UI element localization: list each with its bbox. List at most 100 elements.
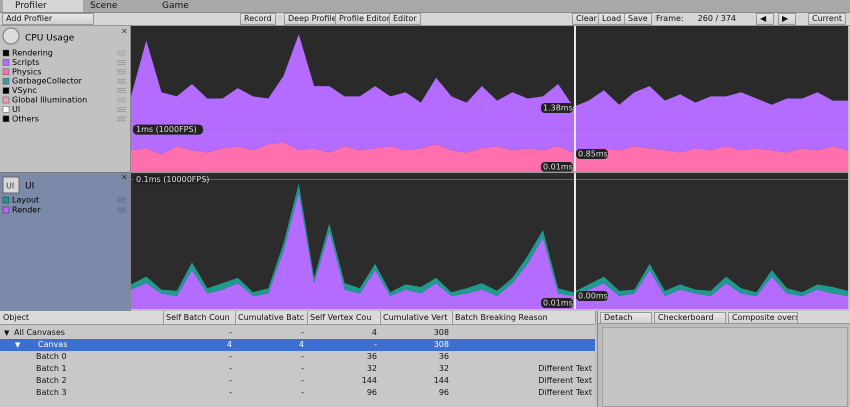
table-cell: 32 — [366, 364, 377, 373]
ui-legend-panel — [0, 172, 131, 311]
detail-button[interactable]: Composite overs — [728, 312, 798, 324]
legend-label: Others — [12, 114, 39, 123]
drag-handle — [117, 197, 126, 203]
reference-label-bg — [133, 124, 203, 135]
tab[interactable]: Scene — [90, 1, 118, 11]
table-cell: 36 — [366, 352, 377, 361]
close-button: × — [121, 173, 128, 182]
tab[interactable]: Profiler — [3, 0, 83, 12]
column-header[interactable]: Self Batch Coun — [166, 311, 236, 324]
frame-label: Frame: — [656, 14, 684, 23]
table-cell: Batch 3 — [36, 388, 67, 397]
value-label-bg — [541, 298, 573, 308]
column-header[interactable]: Cumulative Batc — [238, 311, 308, 324]
table-cell: 4 — [371, 328, 377, 337]
reference-label-bg — [133, 174, 203, 185]
hierarchy-table — [0, 311, 595, 407]
legend-label: Rendering — [12, 49, 53, 58]
area-series — [131, 183, 848, 296]
frame-value: 260 / 374 — [697, 14, 736, 23]
value-label-bg — [576, 149, 608, 159]
drag-handle — [117, 107, 126, 112]
table-cell: 4 — [226, 340, 232, 349]
table-header — [0, 311, 595, 325]
table-cell: - — [301, 388, 304, 397]
legend-swatch — [2, 68, 10, 76]
ui-icon-text: UI — [6, 182, 14, 191]
table-cell: - — [229, 352, 232, 361]
legend-swatch — [2, 115, 10, 123]
legend-swatch — [2, 49, 10, 57]
value-label: 0.01ms — [543, 163, 573, 172]
table-cell: - — [301, 364, 304, 373]
detail-view — [602, 327, 848, 407]
table-cell: - — [374, 340, 377, 349]
column-header[interactable]: Batch Breaking Reason — [455, 311, 596, 324]
table-cell: 32 — [438, 364, 449, 373]
legend-label: VSync — [12, 86, 37, 95]
toolbar-button[interactable]: Record — [240, 13, 276, 25]
expand-arrow: ▼ — [15, 341, 21, 349]
legend-swatch — [2, 196, 10, 204]
table-cell: - — [229, 364, 232, 373]
drag-handle — [117, 97, 126, 103]
table-cell: All Canvases — [14, 328, 65, 337]
legend-label: Physics — [12, 67, 42, 76]
tab-bar — [0, 0, 850, 13]
drag-handle — [117, 207, 126, 213]
reference-label: 0.1ms (10000FPS) — [136, 175, 209, 184]
toolbar-button[interactable]: Save — [624, 13, 652, 25]
legend-swatch — [2, 59, 10, 66]
column-header[interactable]: Object — [3, 311, 164, 324]
value-label: 1.38ms — [543, 104, 573, 113]
tab[interactable]: Game — [162, 1, 189, 11]
drag-handle — [117, 60, 126, 65]
column-header[interactable]: Cumulative Vert — [383, 311, 453, 324]
table-cell: 308 — [433, 328, 449, 337]
toolbar-button[interactable]: Profile Editor — [335, 13, 395, 25]
legend-label: Global Illumination — [12, 96, 87, 105]
value-label: 0.85ms — [578, 150, 608, 159]
table-cell: Batch 0 — [36, 352, 67, 361]
legend-label: Layout — [12, 196, 39, 205]
drag-handle — [117, 78, 126, 84]
detail-button[interactable]: Detach — [600, 312, 652, 324]
legend-swatch — [2, 77, 10, 85]
legend-title: CPU Usage — [25, 34, 75, 44]
table-cell: - — [229, 376, 232, 385]
table-cell: 144 — [361, 376, 377, 385]
table-cell: - — [229, 328, 232, 337]
legend-label: Scripts — [12, 58, 39, 67]
drag-handle — [117, 116, 126, 122]
table-cell: 308 — [433, 340, 449, 349]
dropdown[interactable]: Add Profiler — [2, 13, 94, 25]
table-row[interactable] — [0, 339, 595, 351]
table-cell: Batch 2 — [36, 376, 67, 385]
table-cell: Canvas — [38, 340, 68, 349]
legend-swatch — [2, 87, 10, 94]
drag-handle — [117, 69, 126, 75]
area-series — [131, 34, 848, 155]
value-label-bg — [541, 103, 573, 113]
toolbar-button[interactable]: Load — [598, 13, 626, 25]
legend-label: UI — [12, 105, 20, 114]
current-button[interactable]: Current — [808, 13, 847, 25]
table-cell: - — [301, 376, 304, 385]
table-cell: 96 — [366, 388, 377, 397]
toolbar-button[interactable]: Deep Profile — [284, 13, 341, 25]
table-cell: 96 — [438, 388, 449, 397]
toolbar-button[interactable]: Editor — [389, 13, 421, 25]
prev-frame[interactable]: ◀ — [756, 13, 774, 25]
column-header[interactable]: Self Vertex Cou — [310, 311, 381, 324]
detail-button[interactable]: Checkerboard — [654, 312, 726, 324]
legend-label: Render — [12, 206, 41, 215]
area-series — [131, 142, 848, 171]
table-cell: Different Text — [538, 376, 592, 385]
close-button: × — [121, 27, 128, 36]
toolbar-button[interactable]: Clear — [572, 13, 601, 25]
table-cell: 4 — [298, 340, 304, 349]
next-frame[interactable]: ▶ — [778, 13, 796, 25]
legend-swatch — [2, 106, 10, 113]
legend-swatch — [2, 96, 10, 104]
